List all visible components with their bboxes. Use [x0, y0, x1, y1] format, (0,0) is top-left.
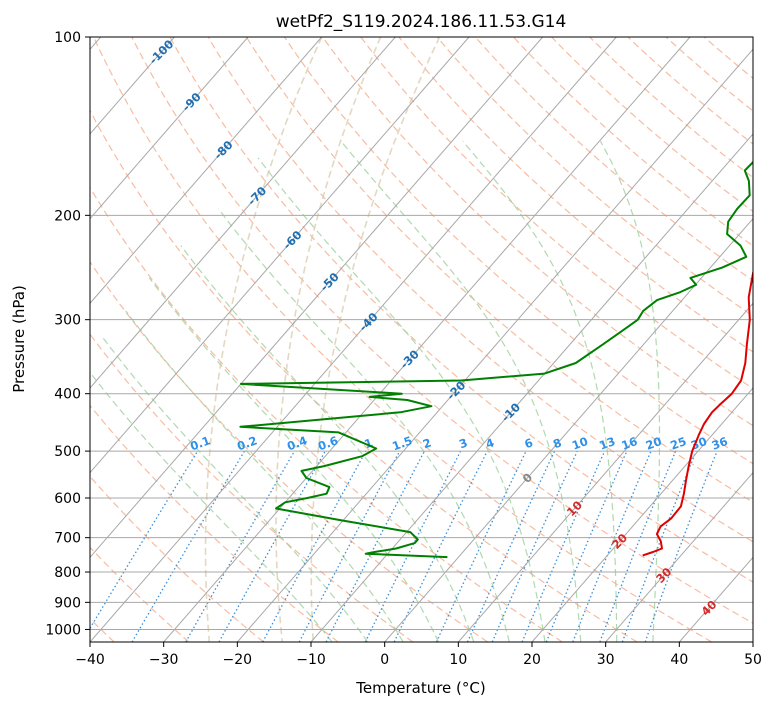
mixing-ratio-label: 20 [644, 434, 664, 453]
moist-adiabat-line [125, 310, 404, 642]
x-tick-label: 20 [523, 652, 541, 668]
dry-adiabat-line [93, 37, 712, 642]
isotherms [90, 37, 753, 642]
temperature-profile-line [642, 270, 753, 557]
y-tick-label: 300 [54, 313, 81, 329]
moist-adiabat-line [180, 245, 475, 642]
isotherm-line [90, 37, 323, 305]
mixing-ratio-line [90, 450, 199, 630]
lcl-curve [275, 37, 382, 642]
dry-adiabats [90, 37, 753, 642]
x-axis-label: Temperature (°C) [355, 679, 485, 697]
moist-adiabat-line [90, 371, 333, 642]
isotherm-line [384, 217, 753, 642]
isotherm-line [163, 37, 691, 642]
x-tick-label: −40 [75, 652, 105, 668]
mixing-ratio-line [298, 450, 401, 642]
pressure-gridlines [90, 37, 753, 630]
mixing-ratio-label: 0.2 [235, 433, 259, 453]
plot-frame [89, 36, 754, 643]
mixing-ratio-label: 1.5 [390, 433, 414, 453]
dry-adiabat-line [284, 37, 753, 465]
profile-series [239, 160, 753, 559]
y-tick-label: 400 [54, 387, 81, 403]
y-tick-label: 1000 [45, 622, 81, 638]
mixing-ratio-line [364, 450, 462, 642]
dry-adiabat-line [360, 37, 753, 390]
y-tick-label: 800 [54, 565, 81, 581]
mixing-ratio-label: 13 [597, 434, 617, 453]
dry-adiabat-line [207, 37, 753, 543]
y-tick-label: 100 [54, 30, 81, 46]
y-tick-label: 500 [54, 444, 81, 460]
mixing-ratio-label: 0.4 [285, 433, 309, 453]
mixing-ratio-label: 16 [620, 434, 640, 453]
isotherm-line [90, 37, 470, 474]
chart-title: wetPf2_S119.2024.186.11.53.G14 [276, 12, 567, 32]
dry-adiabat-line [90, 109, 638, 642]
y-tick-label: 200 [54, 208, 81, 224]
mixing-ratio-line [218, 450, 326, 642]
x-tick-label: 0 [380, 652, 389, 668]
x-tick-label: −10 [296, 652, 326, 668]
isotherm-line [90, 37, 544, 559]
mixing-ratio-label: 36 [710, 434, 730, 453]
dry-adiabat-line [322, 37, 753, 427]
x-tick-label: −20 [223, 652, 253, 668]
dry-adiabat-line [398, 37, 753, 353]
lcl-curve [204, 37, 323, 642]
mixing-ratio-label: 0.6 [316, 433, 340, 453]
mixing-ratio-label: 10 [570, 434, 590, 453]
x-tick-label: 10 [449, 652, 467, 668]
x-tick-label: 30 [597, 652, 615, 668]
lcl-curves [204, 37, 441, 642]
mixing-ratio-line [262, 450, 367, 642]
x-axis: −40 −30 −20 −10 0 10 20 30 40 50 [75, 642, 762, 668]
isotherm-line [605, 471, 753, 642]
dewpoint-profile-line [239, 160, 753, 559]
y-axis: 100 200 300 400 500 600 700 800 900 1000 [45, 30, 90, 638]
isotherm-line [457, 302, 753, 642]
mixing-ratio-lines [90, 450, 718, 642]
y-tick-label: 600 [54, 491, 81, 507]
dry-adiabat-line [436, 37, 753, 317]
mixing-ratio-line [599, 450, 677, 642]
isotherm-line [90, 37, 617, 642]
mixing-ratio-line [545, 450, 628, 642]
x-tick-label: −30 [149, 652, 179, 668]
y-axis-label: Pressure (hPa) [10, 285, 28, 393]
isotherm-line [310, 133, 753, 642]
dry-adiabat-line [90, 404, 339, 642]
mixing-ratio-line [644, 450, 718, 642]
x-tick-label: 40 [670, 652, 688, 668]
mixing-ratio-line [621, 450, 697, 642]
moist-adiabat-line [148, 277, 440, 642]
x-tick-label: 50 [744, 652, 762, 668]
mixing-ratio-label: 25 [668, 434, 688, 453]
mixing-ratio-line [572, 450, 652, 642]
mixing-ratio-line [521, 450, 606, 642]
isotherm-line [531, 387, 753, 642]
mixing-ratio-label: 0.1 [188, 433, 212, 453]
y-tick-label: 700 [54, 531, 81, 547]
isotherm-line [90, 37, 249, 220]
dry-adiabat-line [169, 37, 753, 583]
dry-adiabat-line [131, 37, 753, 624]
dry-adiabat-line [90, 475, 264, 642]
dry-adiabat-line [245, 37, 753, 504]
isotherm-line [236, 48, 753, 642]
y-tick-label: 900 [54, 595, 81, 611]
dry-adiabat-line [90, 260, 488, 642]
isotherm-line [90, 37, 396, 389]
